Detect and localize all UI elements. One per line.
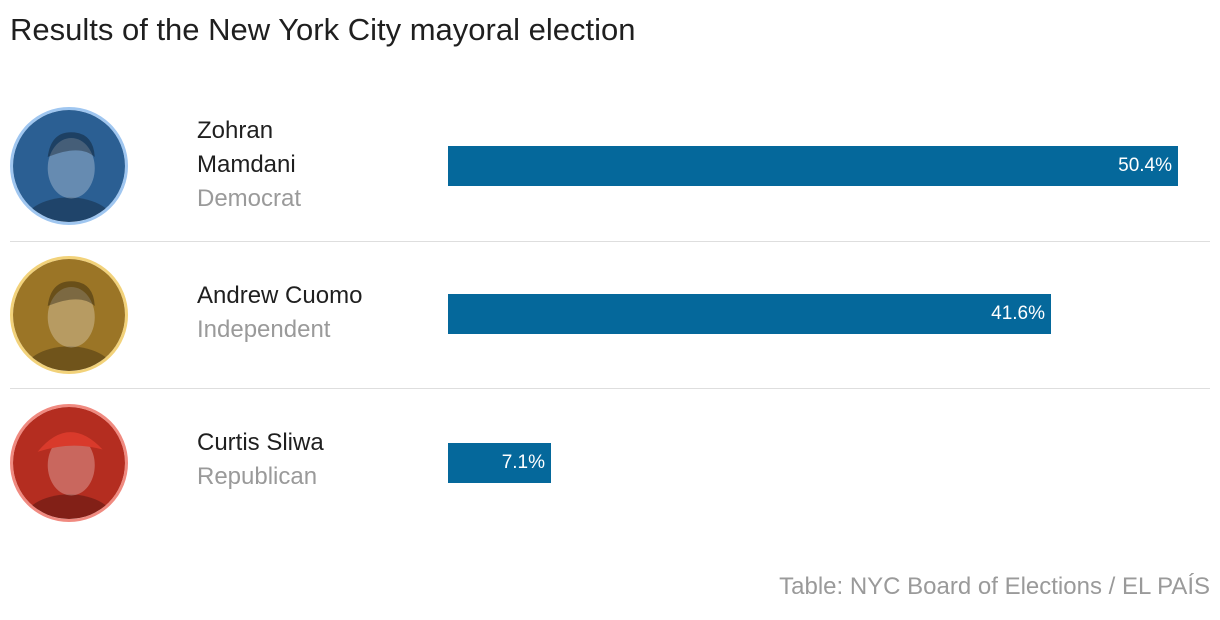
candidate-party: Republican [197,463,318,490]
portrait-icon: Andrew Cuomo [13,259,125,371]
portrait-shoulders [22,346,116,371]
portrait-icon: Zohran Mamdani [13,110,125,222]
candidate-name-line1: Andrew Cuomo [197,282,363,309]
portrait-background [13,110,125,222]
bar-value-label: 50.4% [1118,155,1172,176]
portrait-shoulders [22,197,116,222]
bar-mamdani: 50.4% [448,146,1178,186]
source-credit: Table: NYC Board of Elections / EL PAÍS [779,573,1210,600]
portrait-face [47,287,95,348]
bar-value-label: 41.6% [991,303,1045,324]
candidate-party: Independent [197,316,331,343]
portrait-icon: Curtis Sliwa [13,407,125,519]
portrait-shoulders [22,494,116,519]
candidate-label: Andrew Cuomo Independent [197,279,417,347]
candidate-portrait-mamdani: Zohran Mamdani [10,107,128,225]
portrait-beret [37,432,103,452]
portrait-face [47,435,95,496]
portrait-hair [47,132,95,158]
bar-track: 41.6% [448,294,1178,334]
bar-value-label: 7.1% [501,452,545,473]
candidate-row-sliwa: Curtis Sliwa Curtis Sliwa Republican 7.1… [10,389,1210,536]
candidate-row-mamdani: Zohran Mamdani Zohran Mamdani Democrat 5… [10,94,1210,242]
chart-title: Results of the New York City mayoral ele… [10,12,636,47]
portrait-background [13,407,125,519]
bar-track: 7.1% [448,443,1178,483]
portrait-background [13,259,125,371]
candidate-name-line1: Curtis Sliwa [197,429,324,456]
candidate-name-line1: Zohran [197,117,274,144]
candidate-portrait-cuomo: Andrew Cuomo [10,256,128,374]
portrait-hair [47,281,95,307]
bar-track: 50.4% [448,146,1178,186]
candidate-label: Zohran Mamdani Democrat [197,114,417,216]
candidate-label: Curtis Sliwa Republican [197,426,417,494]
results-table: Zohran Mamdani Zohran Mamdani Democrat 5… [10,94,1210,536]
bar-sliwa: 7.1% [448,443,551,483]
bar-cuomo: 41.6% [448,294,1051,334]
candidate-portrait-sliwa: Curtis Sliwa [10,404,128,522]
candidate-row-cuomo: Andrew Cuomo Andrew Cuomo Independent 41… [10,242,1210,389]
candidate-name-line2: Mamdani [197,151,296,178]
candidate-party: Democrat [197,185,302,212]
portrait-face [47,138,95,199]
